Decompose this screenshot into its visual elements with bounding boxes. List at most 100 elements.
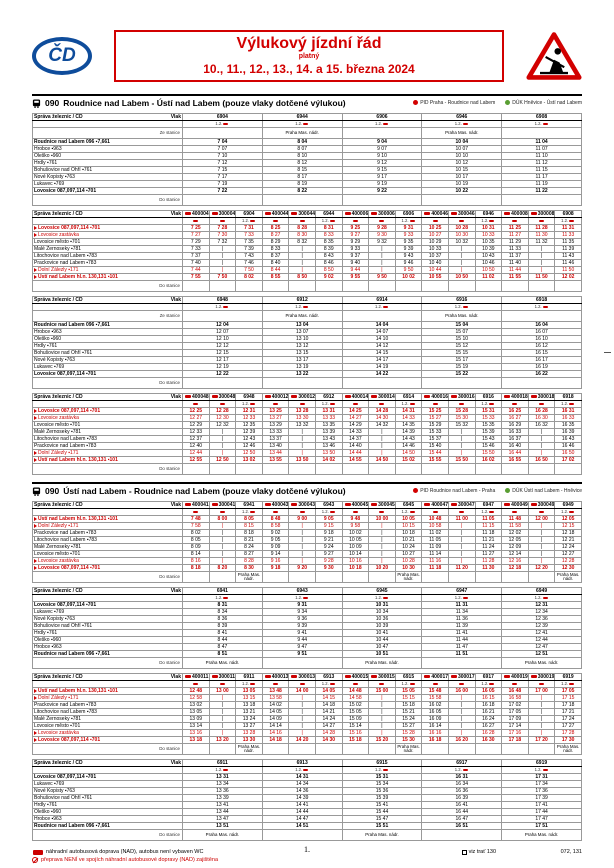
time-cell: 11 28: [474, 557, 503, 566]
time-cell: 7 22: [182, 187, 263, 196]
time-cell: 8 04: [261, 138, 343, 147]
nad-stop-icon: [34, 457, 37, 462]
blank-cell: [32, 594, 183, 603]
time-cell: 9 00: [288, 515, 316, 524]
time-cell: |: [368, 522, 396, 531]
time-cell: 14 18: [314, 701, 343, 710]
time-cell: 17 16: [501, 729, 529, 738]
time-cell: 9 05: [314, 515, 343, 524]
nad-bus-icon: [273, 219, 279, 223]
destination-cell: [527, 571, 556, 584]
time-cell: 15 30: [447, 414, 476, 423]
time-cell: 15 18: [341, 736, 370, 745]
time-cell: |: [368, 729, 396, 738]
time-cell: 9 05: [261, 536, 290, 545]
train-number-cell: 6943: [261, 587, 343, 596]
time-cell: |: [447, 266, 476, 275]
pid-zone-icon: [413, 488, 419, 494]
nad-bus-icon: [249, 402, 255, 406]
train-number-cell: 300004: [208, 210, 237, 219]
station-cell: Roudnice nad Labem 096 ▪7,661: [32, 822, 183, 831]
train-symbols-cell: 1.2.: [261, 303, 343, 312]
destination-cell: [501, 571, 529, 584]
nad-bus-icon: [371, 503, 378, 507]
nad-bus-icon: [211, 503, 218, 507]
time-cell: 14 15: [341, 349, 423, 358]
timetable-row: Hrobce ▪963 13 47 14 47 15 47 16 47 17 47: [32, 815, 582, 824]
destination-cell: [341, 743, 370, 756]
time-cell: |: [447, 435, 476, 444]
time-cell: 11 18: [474, 529, 503, 538]
time-cell: |: [527, 715, 556, 724]
time-cell: 11 27: [474, 550, 503, 559]
legend-item-no-bike: přeprava NENÍ ve spojích náhradní autobu…: [32, 857, 452, 864]
nad-bus-icon: [185, 503, 191, 507]
time-cell: 8 16: [182, 557, 210, 566]
train-symbols-cell: 1.2.: [314, 508, 343, 517]
time-cell: 7 46: [235, 259, 263, 268]
timetable-row: Prackovice nad Labem ▪783 12 40 | 12 46 13 4…: [32, 442, 582, 451]
train-symbols-cell: [527, 680, 556, 689]
time-cell: 13 15: [235, 694, 263, 703]
nad-bus-icon: [462, 305, 468, 309]
nad-bus-icon: [569, 682, 575, 686]
destination-cell: [527, 743, 556, 756]
time-cell: 13 46: [314, 442, 343, 451]
timetable-row: Správa železnic / ČD Vlak 6911 6913 6915 6917…: [32, 759, 582, 768]
time-cell: 13 12: [261, 342, 343, 351]
do-stanice-label: Do stanice: [32, 829, 183, 842]
destination-cell: Praha Mas. nádr.: [501, 829, 582, 842]
train-symbols-cell: [182, 400, 210, 409]
time-cell: 15 40: [421, 442, 449, 451]
nad-stop-icon: [34, 274, 37, 279]
time-cell: 12 43: [235, 435, 263, 444]
time-cell: 16 46: [554, 442, 582, 451]
time-cell: 16 17: [501, 356, 582, 365]
destination-cell: [501, 743, 529, 756]
time-cell: 11 05: [421, 536, 449, 545]
timetable-row: Ústí nad Labem hl.n. 130,131 ▪101 12 48 13…: [32, 687, 582, 696]
time-cell: 8 05: [182, 536, 210, 545]
train-number-cell: 400004: [182, 210, 210, 219]
nad-bus-icon: [223, 596, 229, 600]
station-cell: Lukavec ▪769: [32, 180, 183, 189]
time-cell: 10 20: [368, 564, 396, 573]
time-cell: |: [527, 550, 556, 559]
time-cell: 11 15: [501, 166, 582, 175]
time-cell: 13 16: [182, 729, 210, 738]
no-bike-icon: [32, 857, 38, 864]
train-symbols-cell: [288, 217, 316, 226]
time-cell: 9 02: [314, 273, 343, 282]
timetable-row: Hrobce ▪963 8 47 9 47 10 47 11 47 12 47: [32, 643, 582, 652]
time-cell: 13 17: [261, 356, 343, 365]
time-cell: 15 02: [341, 701, 370, 710]
station-cell: Roudnice nad Labem 096 ▪7,661: [32, 321, 183, 330]
destination-cell: [208, 571, 237, 584]
station-cell: Roudnice nad Labem 096 ▪7,661: [32, 650, 183, 659]
time-cell: 12 02: [501, 529, 529, 538]
nad-bus-icon: [379, 510, 385, 514]
time-cell: 13 47: [182, 815, 263, 824]
train-symbols-cell: 1.2.: [235, 217, 263, 226]
destination-cell: [368, 280, 396, 293]
station-cell: Dolní Zálezly ▪171: [32, 449, 183, 458]
title-box: Výlukový jízdní řád platný 10., 11., 12.…: [114, 30, 504, 83]
train-symbols-cell: [368, 508, 396, 517]
time-cell: 12 40: [182, 442, 210, 451]
station-cell: Lovosice 087,097,114 ▪701: [32, 564, 183, 573]
timetable-row: Malé Žernoseky ▪781 7 33 | 7 39 8 33 | 8 39 9 3…: [32, 245, 582, 254]
zone-note-text: PID Roudnice nad Labem - Praha: [420, 488, 496, 495]
time-cell: |: [447, 701, 476, 710]
nad-bus-icon: [409, 402, 415, 406]
train-number-cell: 6947: [421, 587, 503, 596]
time-cell: 15 33: [421, 428, 449, 437]
time-cell: 17 47: [501, 815, 582, 824]
nad-bus-icon: [223, 305, 229, 309]
pid-zone-note: PID Praha - Roudnice nad Labem: [413, 100, 495, 106]
time-cell: 12 27: [554, 550, 582, 559]
time-cell: |: [527, 729, 556, 738]
train-number-cell: 400046: [421, 210, 449, 219]
time-cell: 10 37: [421, 252, 449, 261]
train-symbols-cell: [182, 217, 210, 226]
route-reference: viz trať 130: [461, 849, 496, 855]
